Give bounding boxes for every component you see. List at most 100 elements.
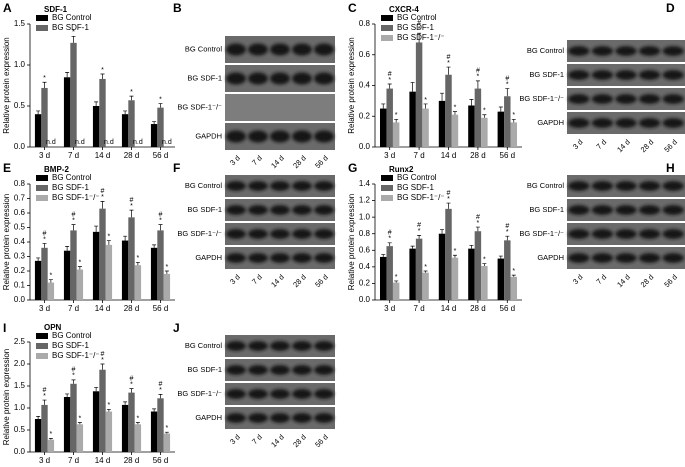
blot-band — [662, 181, 684, 191]
significance-mark: * — [101, 67, 104, 74]
significance-mark: # — [43, 387, 47, 394]
significance-mark: * — [72, 373, 75, 380]
y-axis-label: Relative protein expression — [347, 194, 356, 291]
error-bar — [164, 431, 169, 434]
blot-band — [662, 229, 684, 239]
significance-mark: # — [72, 367, 76, 374]
blot-band — [662, 118, 684, 128]
significance-mark: * — [483, 108, 486, 115]
blot-band — [314, 229, 334, 239]
bar — [504, 240, 511, 300]
blot-band — [292, 365, 312, 375]
bar — [468, 105, 475, 147]
blot-band — [226, 72, 246, 85]
blot-band — [638, 118, 661, 128]
blot-band — [270, 130, 290, 143]
significance-mark: * — [454, 248, 457, 255]
significance-mark: * — [159, 96, 162, 103]
blot-band — [591, 253, 614, 263]
blot-band — [292, 43, 312, 56]
blot-band — [615, 205, 637, 215]
error-bar — [394, 118, 399, 123]
blot-row-label: BG SDF-1⁻/⁻ — [177, 102, 222, 111]
error-bar — [158, 224, 163, 231]
blot-band — [615, 46, 637, 56]
blot-band — [662, 94, 684, 104]
bar — [392, 122, 400, 147]
error-bar — [417, 32, 422, 43]
error-bar — [158, 394, 163, 399]
blot-row-label: BG SDF-1 — [529, 70, 564, 79]
blot-band — [270, 181, 290, 191]
x-tick-label: 7 d — [68, 456, 79, 465]
significance-mark: # — [130, 375, 134, 382]
legend-label: BG Control — [52, 13, 92, 22]
error-bar — [71, 224, 76, 231]
significance-mark: * — [137, 255, 140, 262]
blot-band — [226, 205, 246, 215]
blot-band — [226, 181, 246, 191]
blot-band — [248, 389, 268, 399]
bar — [134, 424, 142, 452]
blot-band — [270, 229, 290, 239]
bar — [121, 240, 129, 300]
blot-band — [568, 181, 590, 191]
blot-band — [226, 365, 246, 375]
error-bar — [65, 393, 70, 397]
x-tick-label: 28 d — [124, 304, 140, 313]
significance-mark: # — [388, 230, 392, 237]
y-tick-label: 0.6 — [359, 50, 371, 59]
legend-swatch — [381, 175, 393, 181]
panel-letter: A — [3, 1, 12, 15]
blot-band — [638, 70, 661, 80]
significance-mark: * — [50, 431, 53, 438]
blot-row-label: BG SDF-1 — [187, 73, 222, 82]
error-bar — [71, 35, 76, 43]
blot-lane-label: 3 d — [571, 137, 585, 151]
error-bar — [36, 257, 41, 261]
significance-mark: # — [505, 75, 509, 82]
bar — [481, 117, 488, 147]
blot-row-label: BG SDF-1 — [187, 205, 222, 214]
blot-band — [314, 43, 334, 56]
error-bar — [152, 244, 157, 248]
x-tick-label: 14 d — [95, 304, 111, 313]
legend-label: BG SDF-1⁻/⁻ — [52, 351, 100, 360]
blot-band — [226, 229, 246, 239]
significance-mark: # — [72, 211, 76, 218]
significance-mark: * — [447, 60, 450, 67]
x-tick-label: 28 d — [470, 304, 486, 313]
error-bar — [423, 103, 428, 109]
error-bar — [498, 106, 503, 112]
panel-letter: G — [348, 161, 357, 175]
error-bar — [123, 235, 128, 241]
significance-mark: * — [512, 112, 515, 119]
blot-lane-label: 56 d — [662, 272, 679, 289]
x-tick-label: 56 d — [500, 304, 516, 313]
x-tick-label: 14 d — [441, 151, 457, 160]
y-tick-label: 2.0 — [14, 359, 26, 368]
blot-band — [314, 181, 334, 191]
blot-band — [638, 181, 661, 191]
x-tick-label: 14 d — [95, 456, 111, 465]
y-tick-label: 2.5 — [14, 337, 26, 346]
blot-band — [248, 413, 268, 423]
bar — [392, 282, 400, 300]
legend-label: BG SDF-1 — [397, 23, 434, 32]
legend-label: BG SDF-1 — [52, 23, 89, 32]
blot-band — [615, 70, 637, 80]
error-bar — [48, 279, 53, 283]
blot-band — [270, 253, 290, 263]
blot-row-label: BG Control — [185, 44, 222, 53]
blot-band — [292, 253, 312, 263]
bar — [34, 260, 42, 300]
legend-label: BG SDF-1 — [397, 183, 434, 192]
significance-mark: * — [159, 387, 162, 394]
x-tick-label: 7 d — [68, 304, 79, 313]
legend-swatch — [36, 333, 48, 339]
bar — [468, 248, 475, 300]
panel-letter: D — [666, 1, 675, 15]
x-tick-label: 14 d — [441, 304, 457, 313]
significance-mark: * — [50, 273, 53, 280]
blot-band — [662, 205, 684, 215]
